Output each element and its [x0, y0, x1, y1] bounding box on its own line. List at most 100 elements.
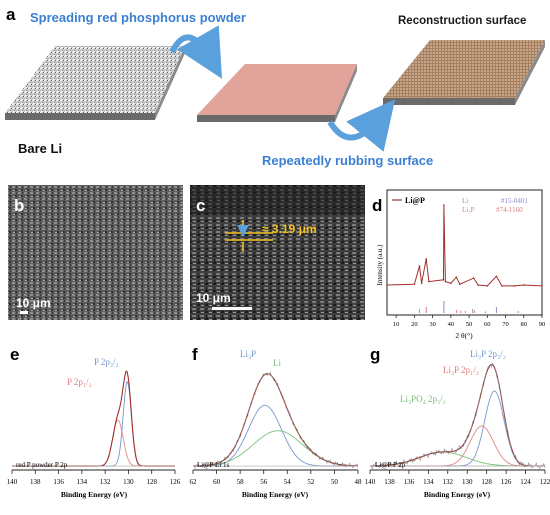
- xrd-tick-label: 60: [484, 321, 491, 328]
- xps-tick-label: 136: [53, 478, 64, 486]
- ref1-name: Li: [462, 197, 468, 205]
- xps-g-plot: [369, 362, 546, 470]
- panel-c: c ≈ 3.19 μm 10 μm: [190, 185, 365, 320]
- xps-tick-label: 130: [462, 478, 473, 486]
- peak-label-f2: Li: [273, 358, 281, 368]
- peak-label-e1: P 2p₁/₂: [67, 377, 92, 387]
- xps-tick-label: 134: [423, 478, 434, 486]
- peak-label-g3: Li₃PO₄ 2p₃/₂: [400, 394, 446, 404]
- xps-tick-label: 128: [146, 478, 157, 486]
- panel-d: d Intensity (a.u.) Li@P Li #15-0401 Li₃P…: [372, 189, 545, 340]
- panel-label-b: b: [14, 196, 24, 215]
- panel-label-c: c: [196, 196, 205, 215]
- xrd-tick-label: 10: [393, 321, 400, 328]
- xrd-xlabel: 2 θ(°): [455, 331, 473, 340]
- xrd-point: [486, 285, 489, 287]
- xps-f-plot: [192, 371, 359, 469]
- xps-tick-label: 60: [213, 478, 221, 486]
- scale-label-b: 10 μm: [16, 296, 51, 310]
- xrd-point: [450, 282, 452, 285]
- bare-li-caption: Bare Li: [18, 141, 62, 156]
- panel-a: a Spreading red phosphorus powder Recons…: [5, 5, 545, 168]
- xps-tick-label: 130: [123, 478, 134, 486]
- ref2-id: #74-1160: [496, 206, 523, 214]
- xps-e-plot: [12, 370, 175, 467]
- peak-label-e2: P 2p₃/₂: [94, 357, 119, 367]
- panel-label-d: d: [372, 196, 382, 215]
- xrd-point: [428, 280, 430, 283]
- xlabel-f: Binding Energy (eV): [242, 490, 309, 499]
- xrd-point: [443, 204, 445, 206]
- xrd-point: [386, 284, 388, 286]
- xps-tick-label: 58: [237, 478, 245, 486]
- thickness-label: ≈ 3.19 μm: [262, 222, 317, 236]
- peak-label-g2: Li₃P 2p₁/₂: [443, 365, 479, 375]
- xps-tick-label: 126: [170, 478, 181, 486]
- sem-image-b: [8, 185, 183, 320]
- xps-tick-label: 134: [77, 478, 88, 486]
- legend-sample: Li@P: [405, 196, 425, 205]
- xps-raw: [369, 362, 546, 470]
- scale-label-c: 10 μm: [196, 291, 231, 305]
- xrd-point: [501, 285, 503, 287]
- xrd-point: [444, 280, 447, 283]
- panel-label-e: e: [10, 345, 19, 364]
- xps-tick-label: 132: [100, 478, 111, 486]
- xrd-ylabel: Intensity (a.u.): [376, 244, 384, 286]
- panel-g: g 140 138 136 134 132 130 128 126 124 122 Li₃P 2p…: [365, 345, 550, 499]
- xps-f-li3p: [193, 404, 358, 467]
- xrd-tick-label: 90: [539, 321, 546, 328]
- xps-tick-label: 48: [355, 478, 363, 486]
- xrd-point: [413, 283, 416, 285]
- curved-arrow-2: [327, 99, 396, 152]
- xrd-ticks: 10 20 30 40 50 60 70 80 90: [393, 315, 545, 328]
- xrd-point: [425, 258, 428, 260]
- bare-li-slab: [5, 46, 185, 120]
- xps-f-ticks: 62 60 58 56 54 52 50 48: [190, 470, 363, 486]
- panel-f: f 62 60 58 56 54 52 50 48 Li₃P Li Li@P Li 1s Bi…: [190, 345, 363, 499]
- xps-tick-label: 132: [443, 478, 454, 486]
- xrd-point: [455, 276, 458, 279]
- red-p-slab: [197, 64, 357, 122]
- xrd-point: [522, 284, 525, 286]
- xps-tick-label: 138: [384, 478, 395, 486]
- sample-label-f: Li@P Li 1s: [197, 461, 230, 469]
- sample-label-g: Li@P P 2p: [375, 461, 406, 469]
- sample-label-e: red P powder P 2p: [16, 461, 68, 469]
- xrd-tick-label: 70: [502, 321, 509, 328]
- xps-envelope: [370, 363, 545, 467]
- xrd-tick-label: 80: [521, 321, 528, 328]
- step2-label: Repeatedly rubbing surface: [262, 153, 433, 168]
- reconstruction-slab: [383, 40, 545, 105]
- right-caption: Reconstruction surface: [398, 15, 526, 27]
- xps-tick-label: 50: [331, 478, 339, 486]
- scale-bar-b: [20, 311, 28, 314]
- xrd-point: [442, 279, 445, 281]
- xrd-point: [420, 282, 423, 285]
- xrd-series-lip: [386, 204, 543, 287]
- xps-tick-label: 138: [30, 478, 41, 486]
- step1-label: Spreading red phosphorus powder: [30, 10, 246, 25]
- xps-envelope: [12, 370, 175, 467]
- xps-tick-label: 124: [520, 478, 531, 486]
- xrd-point: [513, 285, 516, 287]
- xps-tick-label: 128: [481, 478, 492, 486]
- xps-tick-label: 140: [365, 478, 376, 486]
- xps-tick-label: 126: [501, 478, 512, 486]
- xrd-tick-label: 40: [448, 321, 455, 328]
- xps-envelope: [193, 373, 359, 467]
- xps-tick-label: 140: [7, 478, 18, 486]
- xrd-point: [541, 285, 543, 287]
- xrd-tick-label: 30: [429, 321, 436, 328]
- xrd-plot: [386, 204, 543, 313]
- xps-g-ticks: 140 138 136 134 132 130 128 126 124 122: [365, 470, 550, 486]
- panel-label-f: f: [192, 345, 198, 364]
- xps-g-li3p-12: [370, 425, 545, 467]
- panel-e: e 140 138 136 134 132 130 128 126 P 2p₃/₂ P 2p₁…: [7, 345, 181, 499]
- xps-tick-label: 122: [540, 478, 550, 486]
- xrd-point: [495, 275, 498, 278]
- xrd-frame: [386, 189, 543, 316]
- panel-b: b 10 μm: [8, 185, 183, 320]
- xrd-tick-label: 50: [466, 321, 473, 328]
- xrd-point: [477, 284, 479, 286]
